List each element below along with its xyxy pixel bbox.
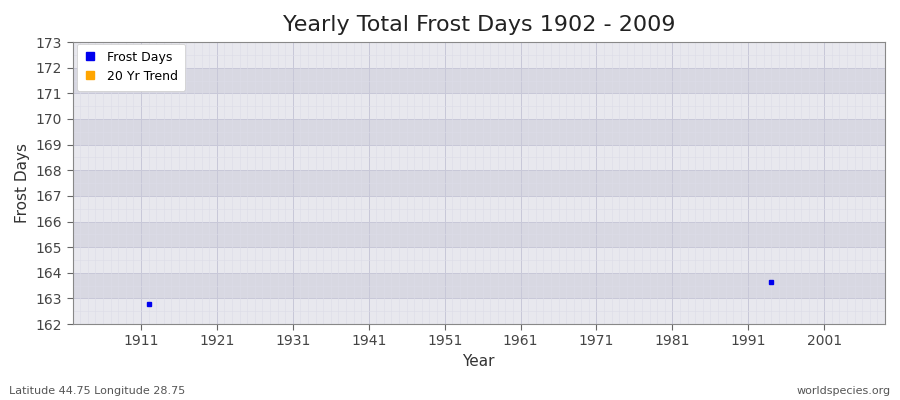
Bar	[73, 170, 885, 196]
Bar	[73, 298, 885, 324]
Legend: Frost Days, 20 Yr Trend: Frost Days, 20 Yr Trend	[76, 44, 185, 91]
Y-axis label: Frost Days: Frost Days	[15, 143, 30, 223]
Bar	[73, 93, 885, 119]
X-axis label: Year: Year	[463, 354, 495, 369]
Bar	[73, 119, 885, 145]
Bar	[73, 196, 885, 222]
Bar	[73, 273, 885, 298]
Bar	[73, 68, 885, 93]
Bar	[73, 222, 885, 247]
Bar	[73, 247, 885, 273]
Text: Latitude 44.75 Longitude 28.75: Latitude 44.75 Longitude 28.75	[9, 386, 185, 396]
Bar	[73, 42, 885, 68]
Text: worldspecies.org: worldspecies.org	[796, 386, 891, 396]
Bar	[73, 145, 885, 170]
Title: Yearly Total Frost Days 1902 - 2009: Yearly Total Frost Days 1902 - 2009	[283, 15, 675, 35]
